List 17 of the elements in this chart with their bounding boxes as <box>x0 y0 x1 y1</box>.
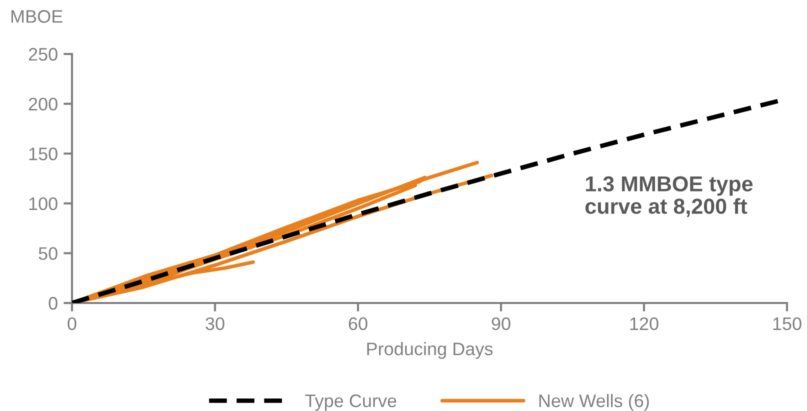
x-tick-label: 120 <box>630 317 658 330</box>
y-tick-label: 250 <box>28 48 58 61</box>
x-tick-label: 30 <box>206 317 224 330</box>
y-tick-label: 0 <box>48 296 58 310</box>
y-tick-label: 150 <box>29 148 58 160</box>
y-tick-label: 100 <box>29 197 58 210</box>
y-tick-label: 200 <box>28 98 58 111</box>
annotation: 1.3 MMBOE type curve at 8,200 ft <box>585 176 753 218</box>
x-axis-title: Producing Days <box>367 342 493 359</box>
x-tick-label: 150 <box>773 317 802 330</box>
x-tick-label: 60 <box>348 317 368 330</box>
legend-label: New Wells (6) <box>539 394 649 411</box>
y-tick-label: 50 <box>38 247 58 260</box>
x-tick-label: 0 <box>68 317 76 330</box>
legend-label: Type Curve <box>305 394 396 411</box>
x-tick-label: 90 <box>492 317 510 330</box>
y-axis-title: MBOE <box>11 10 62 23</box>
